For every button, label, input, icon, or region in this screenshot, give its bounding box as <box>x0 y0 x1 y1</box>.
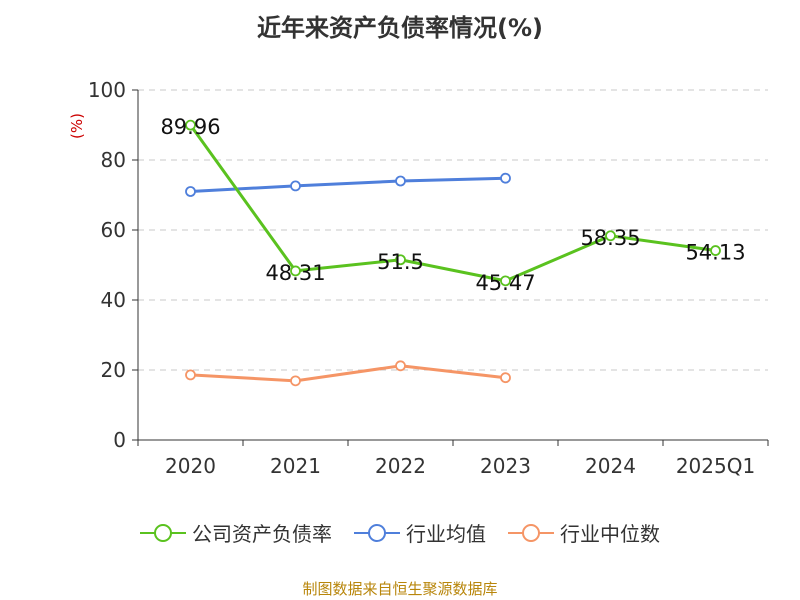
x-tick-label: 2021 <box>270 454 321 478</box>
y-tick-label: 40 <box>101 288 126 312</box>
data-label: 89.96 <box>160 115 220 139</box>
y-axis-label: (%) <box>68 113 86 139</box>
y-tick-label: 20 <box>101 358 126 382</box>
y-tick-label: 80 <box>101 148 126 172</box>
legend-item-industry-mean[interactable]: 行业均值 <box>354 518 486 547</box>
data-point-0 <box>185 119 196 131</box>
data-point-2 <box>500 372 511 384</box>
series-line-2 <box>190 364 506 383</box>
data-point-1 <box>290 180 301 192</box>
x-tick-label: 2024 <box>585 454 636 478</box>
legend-item-industry-median[interactable]: 行业中位数 <box>508 518 660 547</box>
y-tick-label: 100 <box>88 78 126 102</box>
data-label: 45.47 <box>475 271 535 295</box>
legend-marker-industry-median <box>508 523 554 542</box>
legend-item-company[interactable]: 公司资产负债率 <box>140 518 332 547</box>
data-point-1 <box>395 175 406 187</box>
data-point-2 <box>185 369 196 381</box>
data-point-0 <box>290 265 301 277</box>
data-label: 48.31 <box>265 261 325 285</box>
data-point-0 <box>395 254 406 266</box>
legend-marker-company <box>140 523 186 542</box>
data-point-2 <box>395 360 406 372</box>
data-point-0 <box>605 230 616 242</box>
series-line-1 <box>190 176 506 193</box>
legend-label-company: 公司资产负债率 <box>192 522 332 546</box>
x-tick-label: 2022 <box>375 454 426 478</box>
y-tick-label: 60 <box>101 218 126 242</box>
data-label: 54.13 <box>685 241 745 265</box>
legend-label-industry-median: 行业中位数 <box>560 522 660 546</box>
legend-label-industry-mean: 行业均值 <box>406 522 486 546</box>
chart-title: 近年来资产负债率情况(%) <box>257 14 543 42</box>
data-source: 制图数据来自恒生聚源数据库 <box>302 580 498 598</box>
data-point-0 <box>500 275 511 287</box>
legend: 公司资产负债率 行业均值 行业中位数 <box>0 518 800 547</box>
series-line-0 <box>189 124 716 283</box>
data-label: 58.35 <box>580 226 640 250</box>
data-point-0 <box>710 245 721 256</box>
y-tick-label: 0 <box>113 428 126 452</box>
data-label: 51.5 <box>377 250 424 274</box>
data-point-2 <box>290 375 301 387</box>
legend-marker-industry-mean <box>354 523 400 542</box>
data-point-1 <box>500 172 511 184</box>
data-point-1 <box>185 186 196 197</box>
x-tick-label: 2025Q1 <box>676 454 755 478</box>
x-tick-label: 2023 <box>480 454 531 478</box>
x-tick-label: 2020 <box>165 454 216 478</box>
